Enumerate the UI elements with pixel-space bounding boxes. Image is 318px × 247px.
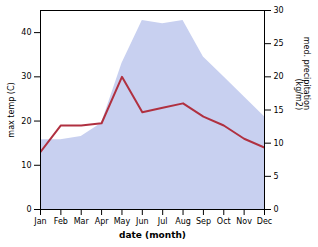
svg-text:Nov: Nov [236,217,252,226]
svg-text:20: 20 [21,117,31,126]
svg-text:0: 0 [274,205,279,214]
svg-text:30: 30 [21,72,31,81]
svg-text:Apr: Apr [95,217,110,226]
svg-text:Jan: Jan [33,217,46,226]
svg-text:max temp (C): max temp (C) [7,82,16,137]
svg-text:Sep: Sep [196,217,211,226]
svg-text:15: 15 [274,106,284,115]
svg-text:Oct: Oct [217,217,231,226]
svg-text:20: 20 [274,72,284,81]
svg-text:10: 10 [21,161,31,170]
svg-text:0: 0 [26,205,31,214]
svg-text:Aug: Aug [175,217,191,226]
svg-text:Jul: Jul [157,217,168,226]
svg-text:date (month): date (month) [119,230,186,240]
svg-text:Jun: Jun [135,217,149,226]
svg-text:Feb: Feb [54,217,68,226]
svg-text:10: 10 [274,139,284,148]
svg-text:5: 5 [274,172,279,181]
svg-text:med. precipitation(kg/m2): med. precipitation(kg/m2) [294,37,311,110]
svg-text:40: 40 [21,28,31,37]
svg-text:30: 30 [274,6,284,15]
svg-text:Dec: Dec [257,217,272,226]
svg-text:May: May [114,217,131,226]
svg-text:25: 25 [274,39,284,48]
svg-text:Mar: Mar [74,217,90,226]
